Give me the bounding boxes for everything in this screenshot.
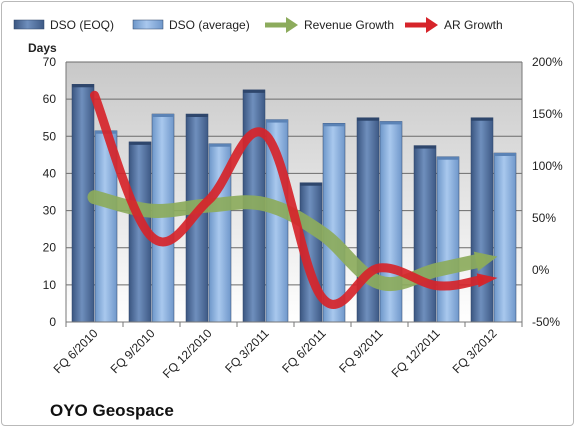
legend-label: DSO (average) <box>169 18 250 32</box>
y-tick-label: 70 <box>43 55 57 69</box>
legend-label: DSO (EOQ) <box>50 18 114 32</box>
bar-dso-eoq <box>470 117 494 323</box>
legend-swatch <box>405 17 438 33</box>
bar-top-cap <box>300 182 322 186</box>
y2-tick-label: 50% <box>532 211 556 225</box>
y-tick-label: 40 <box>43 166 57 180</box>
bar-top-cap <box>72 84 94 88</box>
y-tick-label: 20 <box>43 241 57 255</box>
growth-lines <box>87 90 498 309</box>
y2-tick-label: 150% <box>532 107 563 121</box>
y2-tick-label: -50% <box>532 315 560 329</box>
legend-swatch <box>132 19 164 30</box>
bar-top-cap <box>437 156 459 160</box>
legend-swatch <box>265 17 298 33</box>
bar-top-cap <box>414 145 436 149</box>
bar-dso-eoq <box>413 145 437 323</box>
x-tick-label: FQ 3/2012 <box>450 326 500 376</box>
bar-top-cap <box>129 141 151 145</box>
x-tick-label: FQ 12/2010 <box>160 326 215 381</box>
bar-dso-average <box>379 121 403 323</box>
bar-top-cap <box>186 114 208 117</box>
x-tick-label: FQ 6/2010 <box>51 326 101 376</box>
bar-top-cap <box>209 143 231 147</box>
y-tick-label: 0 <box>49 315 56 329</box>
y-tick-label: 60 <box>43 92 57 106</box>
y-tick-label: 10 <box>43 278 57 292</box>
y-axis-title: Days <box>28 41 57 55</box>
y2-tick-label: 100% <box>532 159 563 173</box>
x-tick-label: FQ 9/2010 <box>108 326 158 376</box>
legend-label: AR Growth <box>444 18 503 32</box>
x-tick-label: FQ 9/2011 <box>336 326 386 376</box>
bar-top-cap <box>380 121 402 125</box>
bar-top-cap <box>152 114 174 117</box>
bar-top-cap <box>471 117 493 121</box>
y-tick-label: 50 <box>43 129 57 143</box>
bar-top-cap <box>357 117 379 121</box>
bar-top-cap <box>494 153 516 156</box>
ar-growth-line <box>90 90 485 309</box>
x-tick-label: FQ 3/2011 <box>222 326 272 376</box>
legend-swatch <box>13 19 45 30</box>
ar-growth-arrowhead <box>476 273 498 288</box>
bar-dso-average <box>322 123 346 323</box>
bar-dso-average <box>493 152 517 323</box>
y2-tick-label: 200% <box>532 55 563 69</box>
x-tick-label: FQ 6/2011 <box>279 326 329 376</box>
bar-dso-eoq <box>71 84 95 323</box>
y2-tick-label: 0% <box>532 263 550 277</box>
bar-top-cap <box>243 89 265 93</box>
bar-top-cap <box>266 119 288 123</box>
bar-dso-average <box>436 156 460 323</box>
bar-dso-average <box>151 113 175 323</box>
legend-label: Revenue Growth <box>304 18 394 32</box>
y-tick-label: 30 <box>43 204 57 218</box>
x-tick-label: FQ 12/2011 <box>389 326 443 380</box>
revenue-growth-arrowhead <box>473 251 498 272</box>
chart-title: OYO Geospace <box>50 401 174 420</box>
bar-dso-eoq <box>356 117 380 323</box>
legend: DSO (EOQ) DSO (average) Revenue Growth AR G… <box>13 17 503 33</box>
bar-top-cap <box>323 123 345 127</box>
